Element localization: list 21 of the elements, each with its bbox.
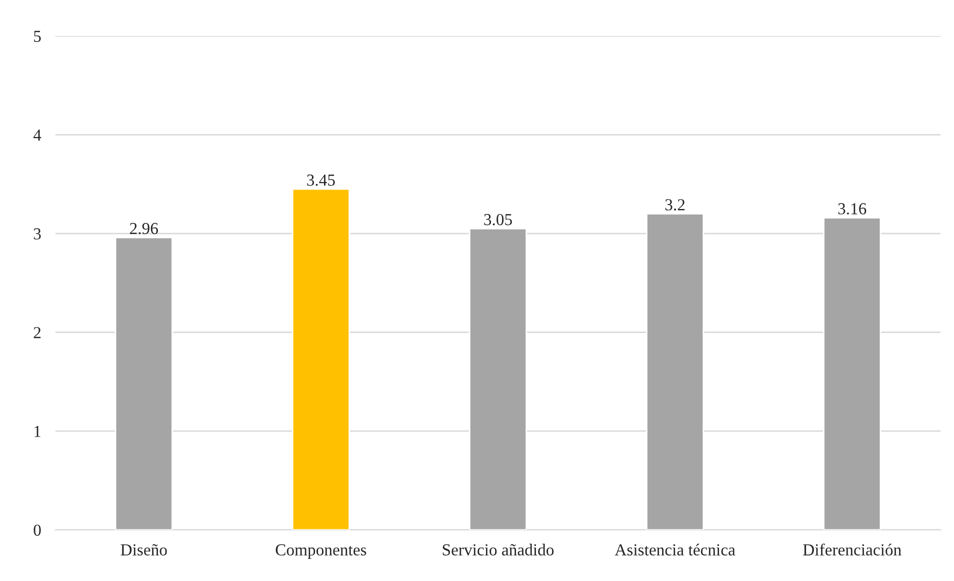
data-label: 3.45 [307, 174, 335, 186]
bar [114, 236, 173, 530]
bar [292, 188, 350, 530]
data-label: 3.2 [665, 199, 685, 210]
y-tick-label: 3 [34, 228, 41, 240]
data-label: 3.05 [484, 214, 512, 226]
data-label: 2.96 [130, 222, 158, 234]
x-tick-label: Componentes [276, 544, 366, 559]
y-tick-label: 1 [34, 426, 40, 437]
y-tick-label: 5 [34, 30, 41, 42]
x-tick-label: Diferenciación [803, 544, 902, 556]
y-tick-label: 2 [34, 327, 41, 338]
bar [823, 217, 882, 530]
y-tick-label: 0 [34, 524, 41, 536]
bar [468, 228, 528, 530]
data-label: 3.16 [838, 203, 866, 214]
x-tick-label: Asistencia técnica [614, 544, 736, 556]
x-tick-label: Diseño [120, 544, 167, 556]
bar [646, 213, 704, 530]
y-tick-label: 4 [33, 130, 42, 141]
x-tick-label: Servicio añadido [442, 544, 554, 556]
